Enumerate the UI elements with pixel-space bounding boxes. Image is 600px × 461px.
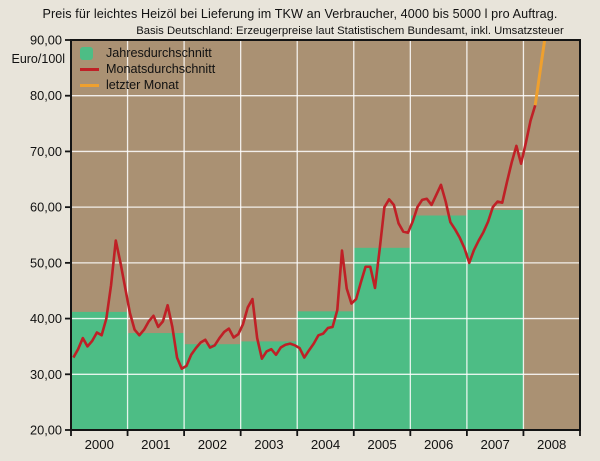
- legend-label-last-month: letzter Monat: [106, 78, 179, 92]
- last-month-line-icon: [80, 83, 99, 87]
- y-axis-unit-label: Euro/100l: [11, 52, 65, 66]
- x-tick-label-2004: 2004: [311, 437, 340, 452]
- y-tick-label-80: 80,00: [30, 88, 62, 103]
- x-tick-label-2007: 2007: [480, 437, 509, 452]
- bar-2003: [240, 341, 298, 430]
- legend-item-last-month: letzter Monat: [80, 77, 215, 93]
- legend-item-monthly-average: Monatsdurchschnitt: [80, 61, 215, 77]
- y-tick-label-20: 20,00: [30, 423, 62, 438]
- y-tick-label-50: 50,00: [30, 255, 62, 270]
- x-tick-label-2002: 2002: [198, 437, 227, 452]
- x-tick-label-2003: 2003: [254, 437, 283, 452]
- gridlines: [71, 40, 580, 430]
- y-tick-label-30: 30,00: [30, 367, 62, 382]
- monthly-average-line: [72, 104, 537, 371]
- y-axis-labels: 20,00 30,00 40,00 50,00 60,00 70,00 80,00 90,00: [30, 33, 62, 438]
- annual-average-bars: [71, 209, 524, 430]
- x-tick-label-2008: 2008: [537, 437, 566, 452]
- legend-label-monthly: Monatsdurchschnitt: [106, 62, 216, 76]
- legend-item-annual-average: Jahresdurchschnitt: [80, 45, 215, 61]
- x-tick-label-2001: 2001: [141, 437, 170, 452]
- bar-2007: [466, 209, 524, 430]
- plot-frame: [70, 39, 581, 431]
- y-tick-label-40: 40,00: [30, 311, 62, 326]
- legend: Jahresdurchschnitt Monatsdurchschnitt le…: [80, 45, 215, 93]
- legend-label-annual: Jahresdurchschnitt: [106, 46, 212, 60]
- page-title: Preis für leichtes Heizöl bei Lieferung …: [42, 7, 558, 21]
- x-tick-label-2006: 2006: [424, 437, 453, 452]
- bar-2000: [71, 311, 128, 430]
- annual-average-swatch-icon: [80, 46, 93, 60]
- monthly-average-line-icon: [80, 67, 99, 71]
- last-month-line: [533, 40, 547, 106]
- page-subtitle: Basis Deutschland: Erzeugerpreise laut S…: [136, 25, 564, 37]
- x-axis-labels: 2000 2001 2002 2003 2004 2005 2006 2007 2008: [85, 437, 567, 452]
- x-tick-label-2000: 2000: [85, 437, 114, 452]
- x-tick-label-2005: 2005: [367, 437, 396, 452]
- y-tick-label-60: 60,00: [30, 200, 62, 215]
- y-tick-label-70: 70,00: [30, 144, 62, 159]
- bar-2006: [410, 215, 467, 430]
- bar-2002: [184, 344, 241, 430]
- y-tick-label-90: 90,00: [30, 33, 62, 48]
